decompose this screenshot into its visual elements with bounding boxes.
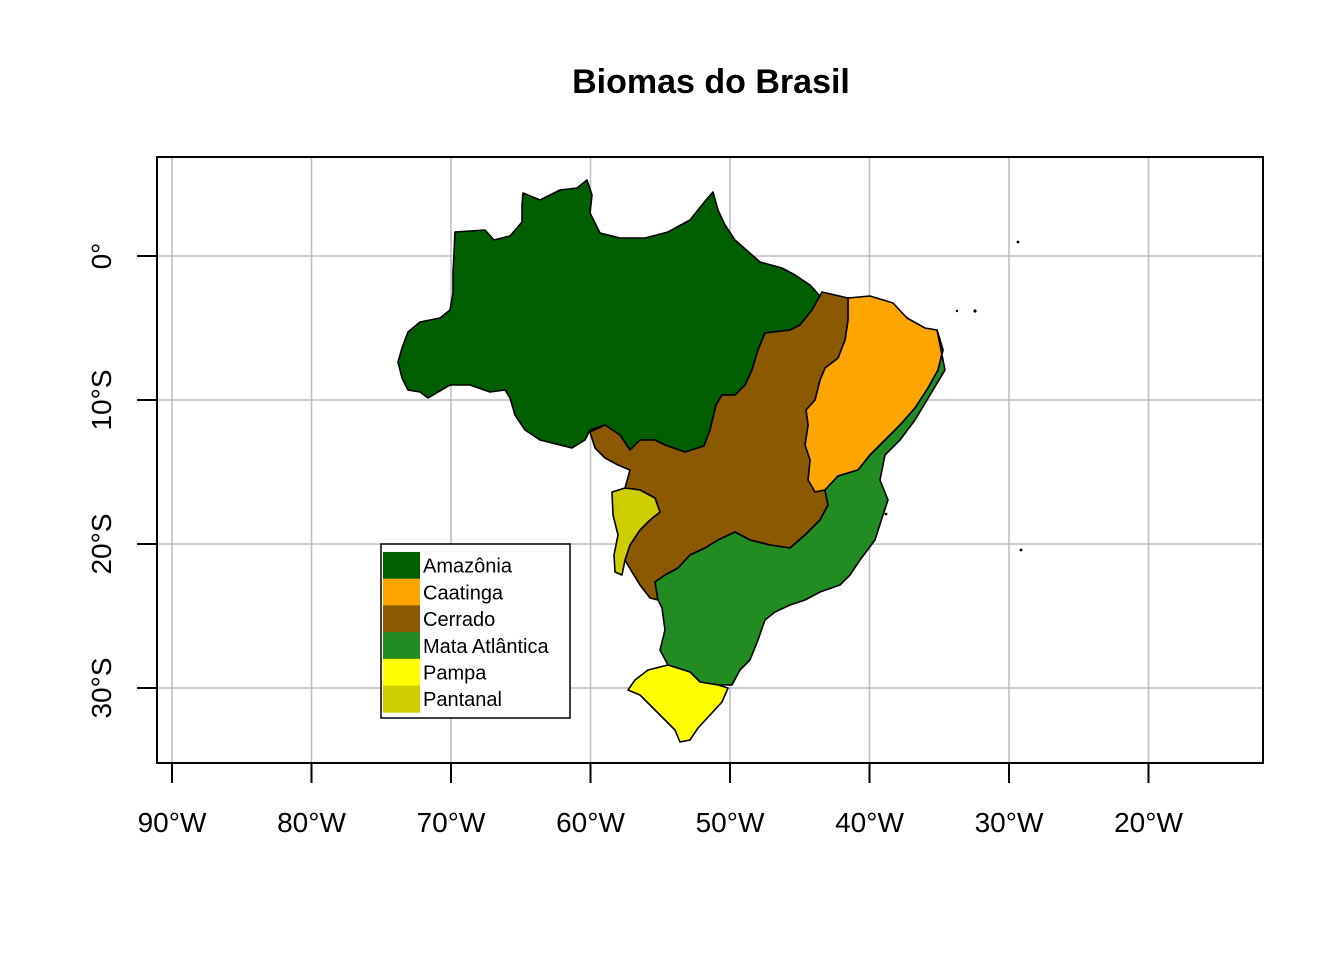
biome-pampa [627, 664, 729, 743]
x-tick-label: 80°W [277, 807, 346, 838]
x-axis: 90°W 80°W 70°W 60°W 50°W 40°W 30°W 20°W [138, 762, 1183, 838]
legend-swatch [383, 685, 420, 713]
legend: Amazônia Caatinga Cerrado Mata Atlântica Pam… [380, 543, 571, 719]
legend-swatch [383, 632, 420, 660]
y-tick-label: 30°S [86, 657, 117, 718]
y-tick-label: 0° [86, 243, 117, 270]
island-fernando-de-noronha [973, 309, 977, 313]
biome-polygons [397, 179, 1023, 743]
x-tick-label: 20°W [1114, 807, 1183, 838]
x-tick-label: 40°W [835, 807, 904, 838]
map-title: Biomas do Brasil [572, 63, 850, 101]
island-atol-das-rocas [955, 309, 959, 313]
legend-swatch [383, 658, 420, 686]
legend-label: Caatinga [423, 582, 504, 604]
x-tick-label: 70°W [417, 807, 486, 838]
x-tick-label: 30°W [975, 807, 1044, 838]
island-sao-pedro [1016, 240, 1020, 244]
x-tick-label: 60°W [556, 807, 625, 838]
biome-pantanal [611, 487, 661, 576]
legend-label: Pantanal [423, 689, 502, 711]
biome-mata-atlantica [654, 329, 946, 686]
y-tick-label: 20°S [86, 513, 117, 574]
legend-label: Mata Atlântica [423, 636, 550, 658]
legend-label: Amazônia [423, 556, 513, 578]
island-abrolhos [884, 512, 888, 516]
legend-label: Pampa [423, 663, 487, 685]
x-tick-label: 50°W [696, 807, 765, 838]
x-tick-label: 90°W [138, 807, 207, 838]
legend-swatch [383, 578, 420, 606]
island-trindade [1019, 548, 1023, 552]
legend-label: Cerrado [423, 609, 495, 631]
legend-swatch [383, 552, 420, 580]
y-axis: 0° 10°S 20°S 30°S [86, 243, 158, 719]
legend-swatch [383, 605, 420, 633]
y-tick-label: 10°S [86, 369, 117, 430]
